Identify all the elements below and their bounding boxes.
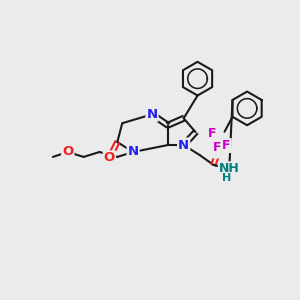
Text: F: F bbox=[212, 141, 221, 154]
Text: N: N bbox=[178, 139, 189, 152]
Text: F: F bbox=[222, 139, 231, 152]
Text: N: N bbox=[128, 146, 139, 158]
Text: NH: NH bbox=[219, 162, 240, 175]
Text: F: F bbox=[208, 127, 216, 140]
Text: N: N bbox=[146, 108, 158, 121]
Text: H: H bbox=[222, 173, 231, 183]
Text: O: O bbox=[213, 145, 224, 158]
Text: O: O bbox=[104, 152, 115, 164]
Text: O: O bbox=[62, 146, 74, 158]
